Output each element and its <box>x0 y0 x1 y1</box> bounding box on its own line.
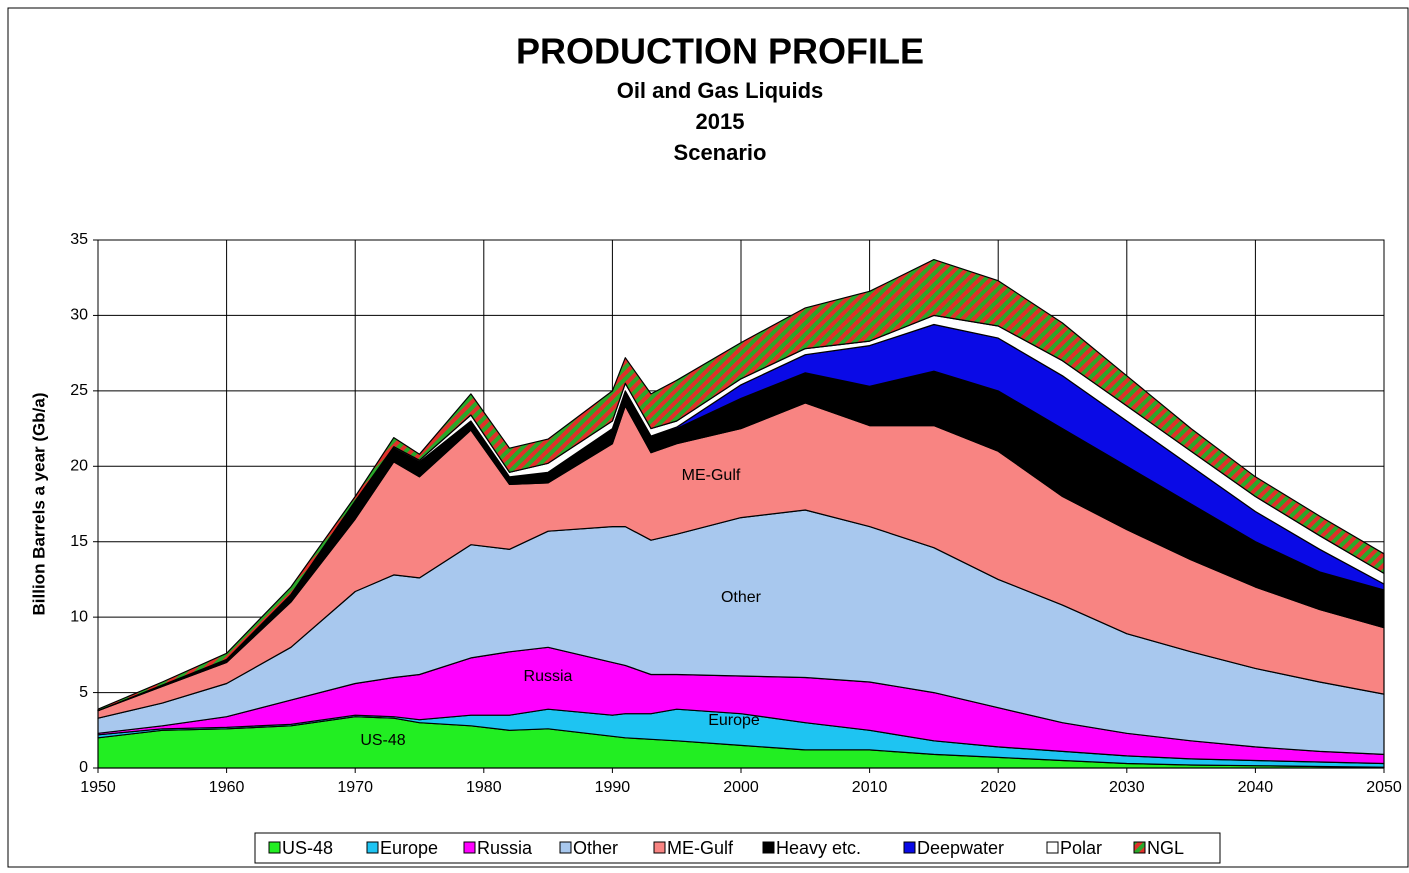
y-tick-label: 0 <box>79 759 88 776</box>
legend-swatch <box>366 841 379 854</box>
legend-swatch <box>762 841 775 854</box>
x-tick-label: 1990 <box>595 779 631 796</box>
legend-box <box>254 832 1221 864</box>
y-tick-label: 35 <box>70 231 88 248</box>
x-tick-label: 1970 <box>337 779 373 796</box>
x-tick-label: 2020 <box>980 779 1016 796</box>
area-label: US-48 <box>360 732 405 749</box>
legend-label: Polar <box>1060 838 1102 858</box>
legend-label: US-48 <box>282 838 333 858</box>
y-tick-label: 10 <box>70 608 88 625</box>
legend-swatch <box>463 841 476 854</box>
legend-label: Heavy etc. <box>776 838 861 858</box>
legend-label: Russia <box>477 838 533 858</box>
x-tick-label: 2040 <box>1238 779 1274 796</box>
legend-swatch <box>653 841 666 854</box>
x-tick-label: 2030 <box>1109 779 1145 796</box>
legend-label: Europe <box>380 838 438 858</box>
legend-label: Other <box>573 838 618 858</box>
area-label: Other <box>721 589 762 606</box>
plot-border <box>97 239 1385 769</box>
legend-label: Deepwater <box>917 838 1004 858</box>
y-tick-label: 5 <box>79 684 88 701</box>
chart-title: PRODUCTION PROFILE <box>516 31 924 72</box>
x-tick-label: 2050 <box>1366 779 1402 796</box>
area-label: Europe <box>708 712 760 729</box>
y-tick-label: 15 <box>70 533 88 550</box>
x-tick-label: 1980 <box>466 779 502 796</box>
area-label: Russia <box>524 668 573 685</box>
x-tick-label: 2000 <box>723 779 759 796</box>
y-tick-label: 25 <box>70 382 88 399</box>
area-label: ME-Gulf <box>682 467 741 484</box>
legend-swatch <box>268 841 281 854</box>
legend-swatch <box>1133 841 1146 854</box>
subtitle: Oil and Gas Liquids <box>617 78 824 103</box>
subtitle: Scenario <box>674 140 767 165</box>
x-tick-label: 1960 <box>209 779 245 796</box>
x-tick-label: 1950 <box>80 779 116 796</box>
y-tick-label: 30 <box>70 307 88 324</box>
legend-swatch <box>903 841 916 854</box>
legend-label: NGL <box>1147 838 1184 858</box>
legend-swatch <box>559 841 572 854</box>
subtitle: 2015 <box>696 109 745 134</box>
y-tick-label: 20 <box>70 458 88 475</box>
legend-label: ME-Gulf <box>667 838 734 858</box>
x-tick-label: 2010 <box>852 779 888 796</box>
legend-swatch <box>1046 841 1059 854</box>
y-axis-label: Billion Barrels a year (Gb/a) <box>29 393 48 616</box>
